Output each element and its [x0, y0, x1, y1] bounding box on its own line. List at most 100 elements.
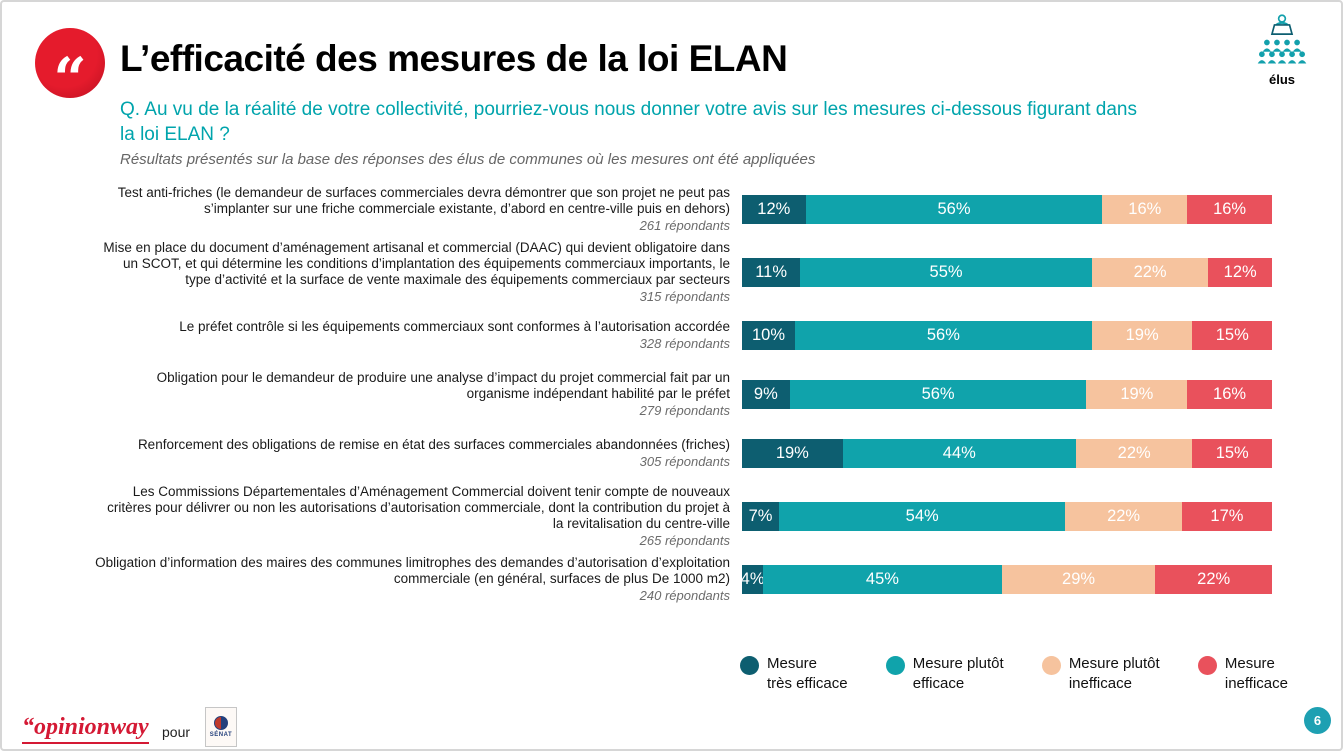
row-label: Renforcement des obligations de remise e… [94, 437, 742, 469]
stacked-bar: 9% 56% 19% 16% [742, 379, 1272, 409]
bar-value-label: 22% [1107, 506, 1141, 525]
bar-value-label: 16% [1213, 199, 1247, 218]
bar-segment: 16% [1187, 379, 1272, 409]
bar-value-label: 9% [753, 384, 778, 403]
footer-connector: pour [162, 724, 191, 740]
legend-item: Mesure plutôt inefficace [1041, 654, 1160, 693]
bar-segment: 16% [1102, 194, 1188, 224]
senat-logo-text: SÉNAT [209, 732, 233, 738]
row-label: Les Commissions Départementales d’Aménag… [94, 484, 742, 548]
measure-label: Les Commissions Départementales d’Aménag… [107, 484, 730, 531]
bar-segment: 29% [1001, 564, 1156, 594]
row-label: Mise en place du document d’aménagement … [94, 240, 742, 304]
bar-value-label: 11% [755, 262, 788, 281]
bar-segment: 11% [742, 257, 801, 287]
opinionway-logo: “opinionway [22, 714, 149, 744]
chart-row: Renforcement des obligations de remise e… [94, 425, 1276, 481]
measure-label: Obligation d’information des maires des … [95, 555, 730, 586]
stacked-bar: 4% 45% 29% 22% [740, 564, 1272, 594]
bar-value-label: 56% [937, 199, 971, 218]
bar-segment: 9% [742, 379, 790, 409]
measure-label: Mise en place du document d’aménagement … [103, 240, 730, 287]
bar-value-label: 19% [1120, 384, 1154, 403]
base-note: Résultats présentés sur la base des répo… [120, 151, 816, 168]
senat-emblem-icon [214, 716, 228, 730]
row-label: Obligation pour le demandeur de produire… [94, 370, 742, 418]
bar-value-label: 22% [1117, 443, 1151, 462]
quote-icon: “ [35, 28, 105, 108]
respondents-label: 328 répondants [639, 336, 730, 351]
bar-value-label: 7% [748, 506, 773, 525]
legend-item: Mesure plutôt efficace [885, 654, 1004, 693]
respondents-label: 261 répondants [639, 218, 730, 233]
chart-row: Obligation pour le demandeur de produire… [94, 366, 1276, 422]
chart-legend: Mesure très efficace Mesure plutôt effica… [740, 654, 1288, 693]
bar-segment: 19% [1091, 320, 1193, 350]
chart-row: Mise en place du document d’aménagement … [94, 240, 1276, 304]
legend-label: Mesure inefficace [1224, 655, 1288, 692]
bar-segment: 4% [740, 564, 765, 594]
measure-label: Le préfet contrôle si les équipements co… [179, 319, 730, 334]
bar-value-label: 4% [740, 569, 765, 588]
bar-segment: 56% [789, 379, 1087, 409]
stacked-bar: 7% 54% 22% 17% [742, 501, 1272, 531]
audience-icon [1257, 14, 1307, 64]
legend-label: Mesure plutôt inefficace [1068, 655, 1160, 692]
bar-segment: 15% [1192, 438, 1272, 468]
row-label: Test anti-friches (le demandeur de surfa… [94, 185, 742, 233]
bar-value-label: 56% [926, 325, 960, 344]
bar-segment: 22% [1155, 564, 1272, 594]
bar-value-label: 55% [929, 262, 963, 281]
stacked-bar: 12% 56% 16% 16% [742, 194, 1272, 224]
respondents-label: 279 répondants [639, 403, 730, 418]
bar-segment: 15% [1192, 320, 1272, 350]
bar-value-label: 16% [1128, 199, 1162, 218]
bar-value-label: 15% [1215, 325, 1249, 344]
bar-segment: 12% [1208, 257, 1272, 287]
chart-row: Les Commissions Départementales d’Aménag… [94, 484, 1276, 548]
respondents-label: 240 répondants [639, 588, 730, 603]
bar-segment: 45% [763, 564, 1002, 594]
legend-label: Mesure plutôt efficace [912, 655, 1004, 692]
respondents-label: 305 répondants [639, 454, 730, 469]
bar-value-label: 45% [865, 569, 899, 588]
legend-dot-icon [1197, 656, 1217, 675]
stacked-bar: 19% 44% 22% 15% [742, 438, 1272, 468]
respondents-label: 265 répondants [639, 533, 730, 548]
bar-segment: 55% [800, 257, 1092, 287]
bar-value-label: 12% [757, 199, 791, 218]
bar-segment: 56% [805, 194, 1103, 224]
measure-label: Obligation pour le demandeur de produire… [156, 370, 730, 401]
senat-logo: SÉNAT [205, 707, 237, 747]
respondents-label: 315 répondants [639, 289, 730, 304]
bar-segment: 19% [1086, 379, 1188, 409]
legend-dot-icon [885, 656, 905, 675]
bar-value-label: 22% [1133, 262, 1167, 281]
bar-segment: 17% [1181, 501, 1272, 531]
bar-value-label: 22% [1197, 569, 1231, 588]
legend-label: Mesure très efficace [767, 655, 848, 692]
stacked-bar: 10% 56% 19% 15% [742, 320, 1272, 350]
legend-dot-icon [1041, 656, 1061, 675]
stacked-bar: 11% 55% 22% 12% [742, 257, 1272, 287]
bar-value-label: 19% [1125, 325, 1159, 344]
audience-label: élus [1268, 72, 1295, 87]
bar-segment: 54% [779, 501, 1066, 531]
row-label: Le préfet contrôle si les équipements co… [94, 319, 742, 351]
row-label: Obligation d’information des maires des … [94, 555, 742, 603]
bar-value-label: 16% [1213, 384, 1247, 403]
bar-value-label: 12% [1223, 262, 1257, 281]
audience-badge: élus [1250, 14, 1314, 87]
bar-segment: 7% [742, 501, 780, 531]
bar-segment: 22% [1075, 438, 1193, 468]
bar-value-label: 19% [775, 443, 809, 462]
bar-segment: 10% [742, 320, 795, 350]
bar-value-label: 54% [905, 506, 939, 525]
survey-question: Q. Au vu de la réalité de votre collecti… [120, 99, 1138, 146]
bar-segment: 12% [742, 194, 806, 224]
chart-row: Obligation d’information des maires des … [94, 551, 1276, 607]
bar-segment: 16% [1187, 194, 1272, 224]
bar-value-label: 10% [751, 325, 786, 344]
measure-label: Test anti-friches (le demandeur de surfa… [117, 185, 730, 216]
